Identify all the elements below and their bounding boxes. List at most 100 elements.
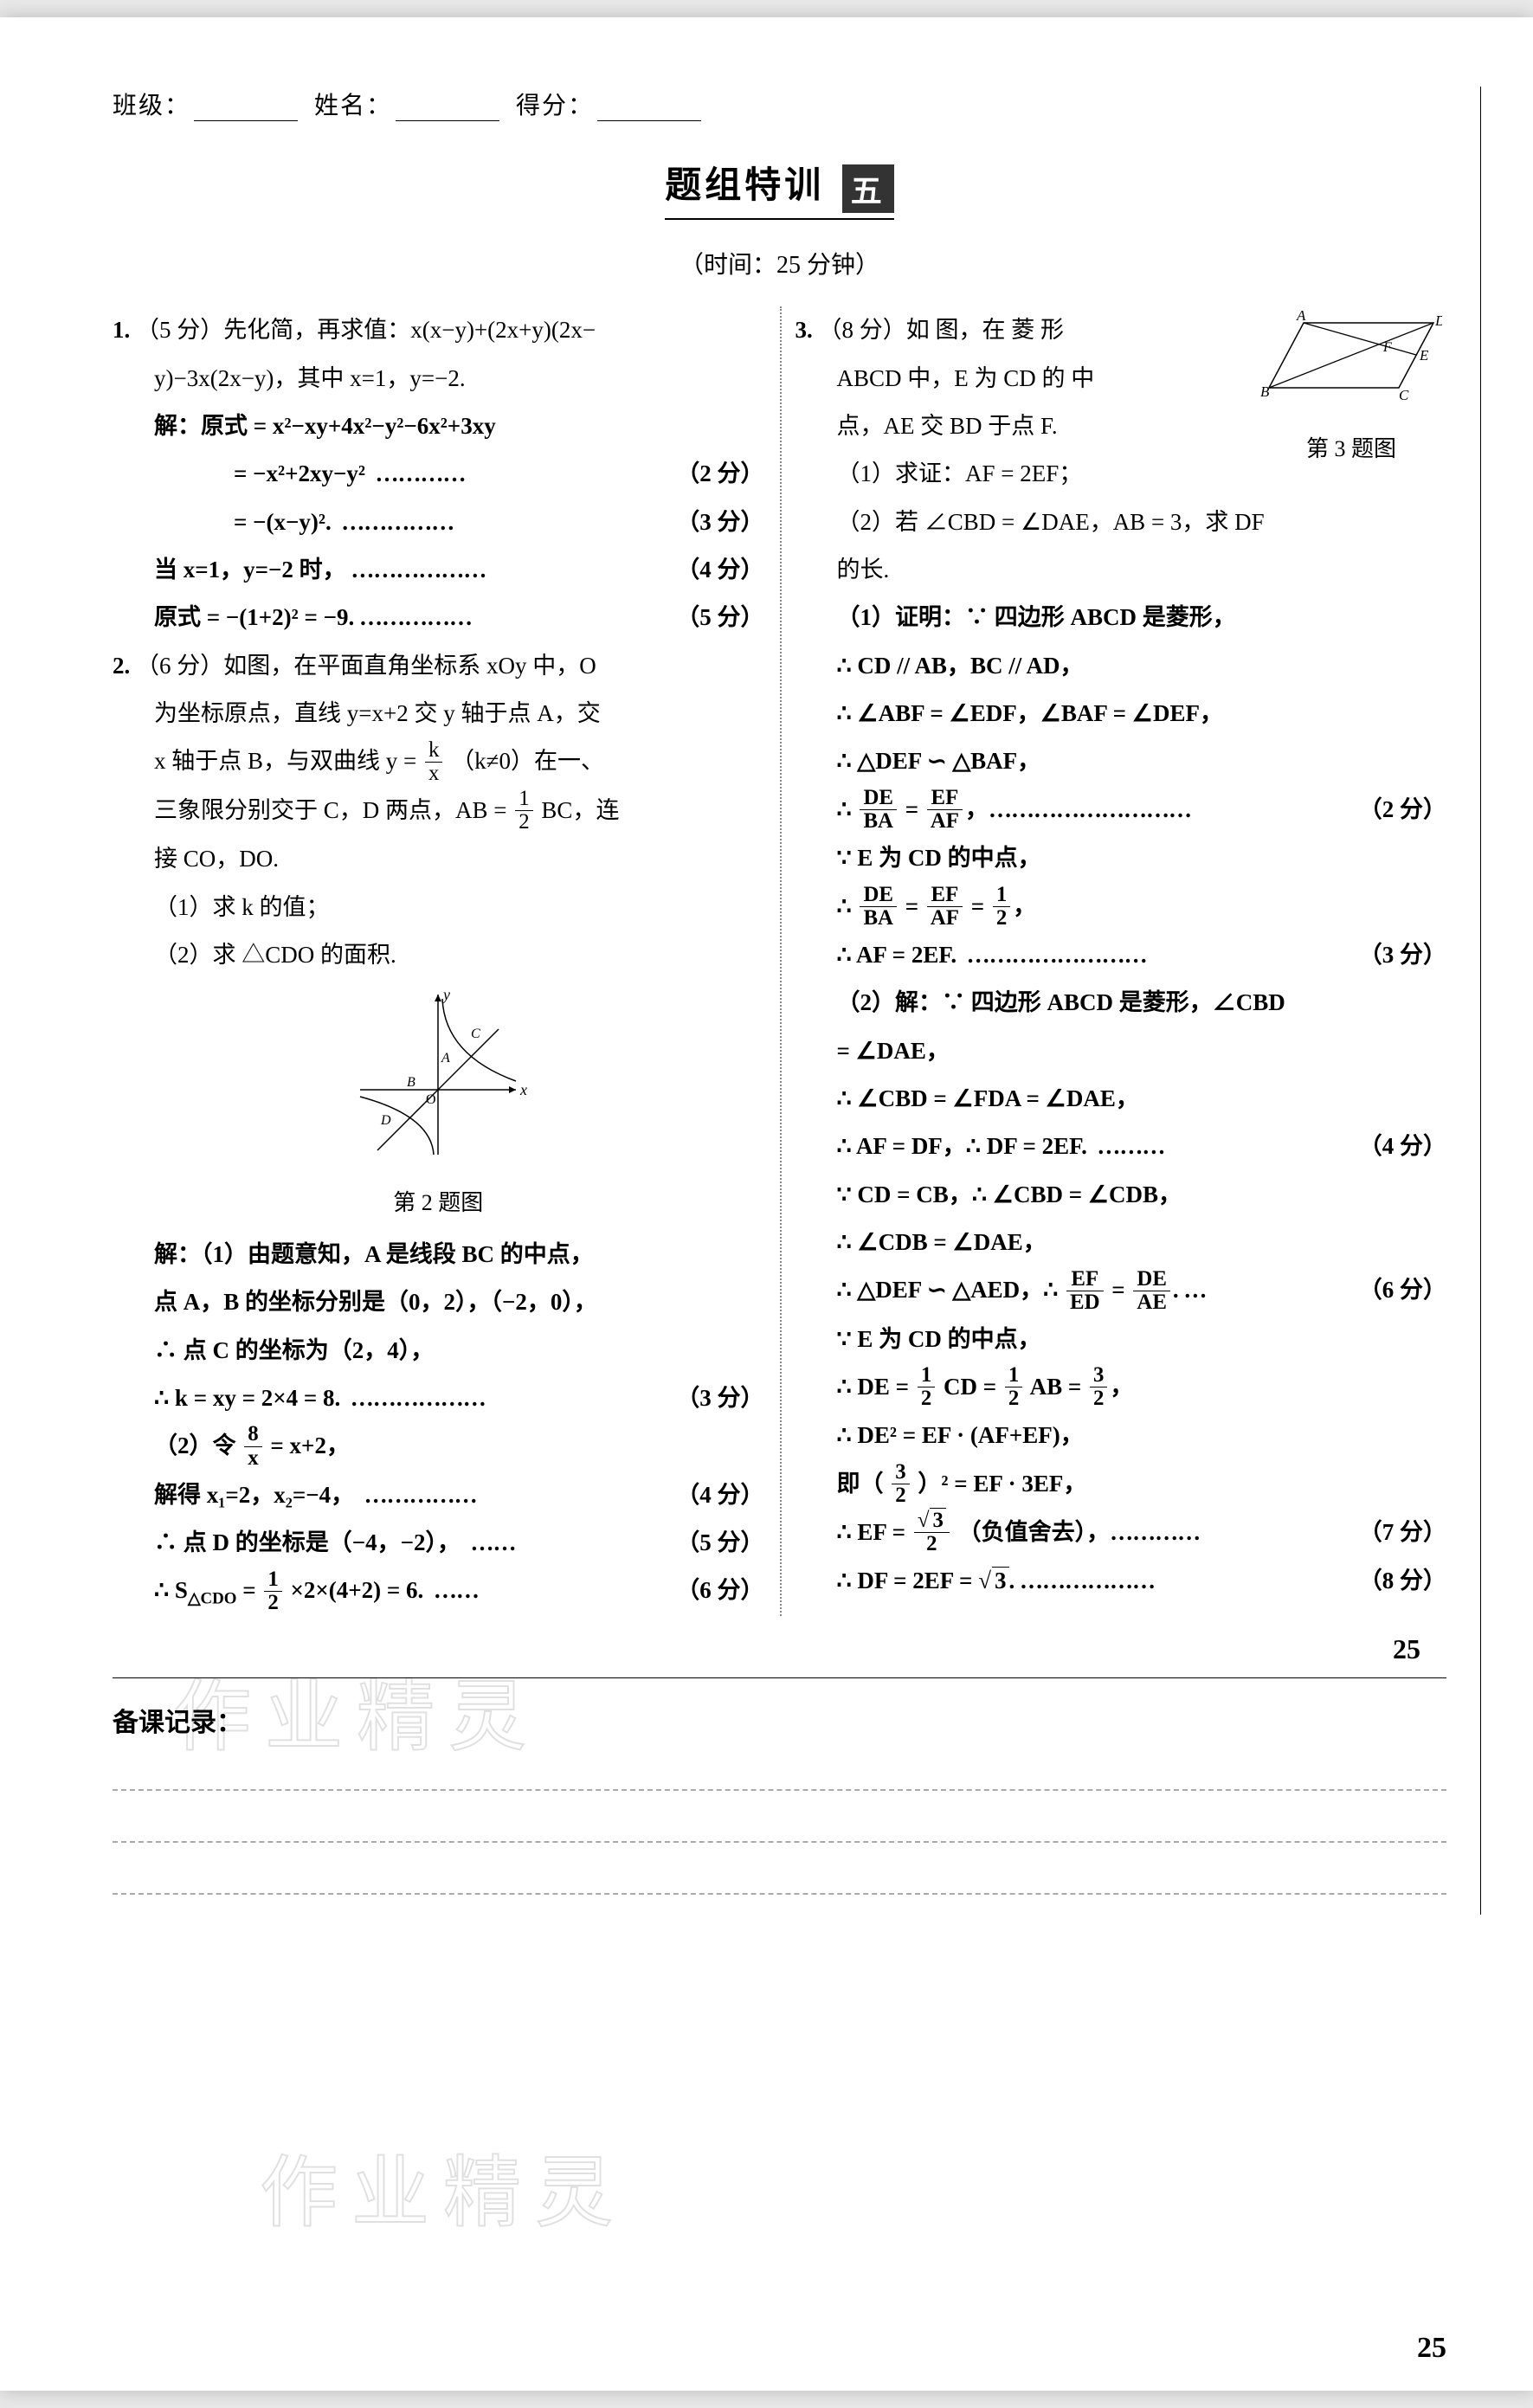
fraction-1-2: 12 bbox=[515, 788, 532, 834]
dots: ……………………… bbox=[989, 786, 1359, 834]
dots: ………… bbox=[1110, 1509, 1359, 1556]
q1-s4-score: （4 分） bbox=[676, 546, 763, 594]
note-line-1[interactable] bbox=[113, 1739, 1446, 1791]
fig3-caption: 第 3 题图 bbox=[1256, 426, 1446, 472]
q3-p18b: ）² = EF · 3EF， bbox=[918, 1471, 1086, 1497]
q3-p11-score: （4 分） bbox=[1359, 1123, 1446, 1170]
question-2: 2. （6 分）如图，在平面直角坐标系 xOy 中，O 为坐标原点，直线 y=x… bbox=[113, 642, 764, 1617]
dots: …………… bbox=[354, 594, 676, 641]
note-line-2[interactable] bbox=[113, 1791, 1446, 1843]
q2-sol2: 点 A，B 的坐标分别是（0，2），（−2，0）， bbox=[113, 1278, 764, 1326]
q1-s2-score: （2 分） bbox=[676, 450, 763, 498]
q3-p20-score: （8 分） bbox=[1359, 1557, 1446, 1605]
q3-p8: ∴ AF = 2EF. bbox=[837, 931, 957, 979]
q1-s1: = x²−xy+4x²−y²−6x²+3xy bbox=[254, 413, 496, 439]
dots: ………… bbox=[365, 450, 676, 498]
q3-p9: （2）解：∵ 四边形 ABCD 是菱形，∠CBD bbox=[795, 979, 1447, 1027]
q3-p16c: AB = bbox=[1030, 1374, 1082, 1400]
dots: …… bbox=[461, 1519, 676, 1567]
frac-de-ae: DEAE bbox=[1133, 1268, 1170, 1314]
dots: ……… bbox=[1087, 1123, 1359, 1170]
q3-p12: ∵ CD = CB，∴ ∠CBD = ∠CDB， bbox=[795, 1171, 1447, 1219]
svg-text:x: x bbox=[519, 1081, 527, 1098]
class-label: 班级： bbox=[113, 93, 190, 119]
q2-num: 2. bbox=[113, 653, 130, 679]
dots: ……………… bbox=[346, 546, 677, 594]
left-column: 1. （5 分）先化简，再求值：x(x−y)+(2x+y)(2x− y)−3x(… bbox=[113, 306, 780, 1616]
q3-p2: ∴ CD // AB，BC // AD， bbox=[795, 642, 1447, 690]
q2-sol8-sub: △CDO bbox=[188, 1590, 237, 1608]
title-text: 题组特训 bbox=[665, 166, 824, 206]
dots: …………………… bbox=[957, 931, 1359, 979]
q3-p11: ∴ AF = DF，∴ DF = 2EF. bbox=[837, 1123, 1087, 1170]
frac-ef-af: EFAF bbox=[927, 787, 963, 833]
q2-sol8-score: （6 分） bbox=[676, 1567, 763, 1614]
q3-p19a: ∴ EF = bbox=[837, 1519, 906, 1545]
q2-text-3b: （k≠0）在一、 bbox=[451, 748, 604, 774]
q1-s2: = −x²+2xy−y² bbox=[234, 450, 365, 498]
frac-1-2c: 12 bbox=[993, 884, 1010, 930]
q2-sol4: ∴ k = xy = 2×4 = 8. bbox=[154, 1375, 340, 1422]
frac-3-2: 32 bbox=[1090, 1364, 1107, 1410]
dots: ……………… bbox=[1014, 1557, 1358, 1605]
q2-sol8a: ∴ S bbox=[154, 1577, 188, 1603]
svg-text:F: F bbox=[1382, 340, 1392, 355]
q2-sol4-score: （3 分） bbox=[676, 1375, 763, 1422]
q1-s5-score: （5 分） bbox=[676, 594, 763, 641]
q1-text-2: y)−3x(2x−y)，其中 x=1，y=−2. bbox=[113, 355, 764, 402]
q3-p16b: CD = bbox=[944, 1374, 996, 1400]
svg-text:B: B bbox=[407, 1075, 415, 1090]
q3-sub2b: 的长. bbox=[795, 546, 1447, 594]
q3-p19b: （负值舍去）， bbox=[958, 1519, 1111, 1545]
q2-text-5: 接 CO，DO. bbox=[113, 835, 764, 883]
rhombus-icon: A D B C E F bbox=[1260, 310, 1442, 405]
svg-text:D: D bbox=[380, 1113, 391, 1128]
q2-sol3: ∴ 点 C 的坐标为（2，4）， bbox=[113, 1327, 764, 1375]
q3-p20a: ∴ DF = 2EF = bbox=[837, 1568, 979, 1594]
q1-s4: 当 x=1，y=−2 时， bbox=[154, 546, 346, 594]
q3-p9b: = ∠DAE， bbox=[795, 1027, 1447, 1075]
score-label: 得分： bbox=[516, 93, 594, 119]
figure-3: A D B C E F 第 3 题图 bbox=[1256, 310, 1446, 472]
dots: …………… bbox=[354, 1471, 676, 1519]
page-number-inner: 25 bbox=[113, 1633, 1446, 1665]
q2-sol8b: ×2×(4+2) = 6. bbox=[291, 1577, 424, 1603]
q2-sub1: （1）求 k 的值； bbox=[113, 884, 764, 931]
frac-sqrt3-2: √32 bbox=[914, 1510, 950, 1555]
fraction-k-x: kx bbox=[425, 739, 442, 785]
q2-sol5b: = x+2， bbox=[270, 1433, 350, 1458]
q3-p13: ∴ ∠CDB = ∠DAE， bbox=[795, 1219, 1447, 1266]
name-blank[interactable] bbox=[396, 100, 499, 121]
question-1: 1. （5 分）先化简，再求值：x(x−y)+(2x+y)(2x− y)−3x(… bbox=[113, 306, 764, 641]
content-columns: 1. （5 分）先化简，再求值：x(x−y)+(2x+y)(2x− y)−3x(… bbox=[113, 306, 1446, 1616]
dots: … bbox=[1179, 1266, 1359, 1314]
q3-p14-score: （6 分） bbox=[1359, 1266, 1446, 1314]
q3-p15: ∵ E 为 CD 的中点， bbox=[795, 1316, 1447, 1363]
fraction-1-2b: 12 bbox=[264, 1568, 281, 1614]
question-3: A D B C E F 第 3 题图 3. （8 分）如 图，在 菱 形 ABC… bbox=[795, 306, 1447, 1605]
q3-p17: ∴ DE² = EF · (AF+EF)， bbox=[795, 1412, 1447, 1459]
watermark-2: 作业精灵 bbox=[260, 2129, 627, 2242]
q1-s3: = −(x−y)². bbox=[234, 499, 332, 546]
score-blank[interactable] bbox=[597, 100, 701, 121]
q2-text-1: （6 分）如图，在平面直角坐标系 xOy 中，O bbox=[136, 653, 596, 679]
svg-text:D: D bbox=[1434, 312, 1442, 329]
svg-text:E: E bbox=[1419, 347, 1429, 364]
frac-1-2d: 12 bbox=[918, 1364, 935, 1410]
title-block: 题组特训 五 bbox=[113, 156, 1446, 220]
svg-text:A: A bbox=[441, 1051, 450, 1066]
q3-p19-score: （7 分） bbox=[1359, 1509, 1446, 1556]
q3-p6: ∵ E 为 CD 的中点， bbox=[795, 834, 1447, 882]
q3-sub2a: （2）若 ∠CBD = ∠DAE，AB = 3，求 DF bbox=[795, 499, 1447, 546]
q3-p3: ∴ ∠ABF = ∠EDF，∠BAF = ∠DEF， bbox=[795, 690, 1447, 737]
q3-num: 3. bbox=[795, 317, 813, 343]
coord-graph-icon: x y O C A B D bbox=[343, 986, 533, 1159]
class-blank[interactable] bbox=[194, 100, 298, 121]
q3-p4: ∴ △DEF ∽ △BAF， bbox=[795, 737, 1447, 785]
svg-text:C: C bbox=[471, 1027, 480, 1041]
note-line-3[interactable] bbox=[113, 1843, 1446, 1895]
time-subtitle: （时间：25 分钟） bbox=[113, 246, 1446, 280]
svg-text:C: C bbox=[1399, 387, 1409, 403]
figure-2: x y O C A B D 第 2 题图 bbox=[113, 986, 764, 1226]
frac-de-ba2: DEBA bbox=[860, 884, 897, 930]
